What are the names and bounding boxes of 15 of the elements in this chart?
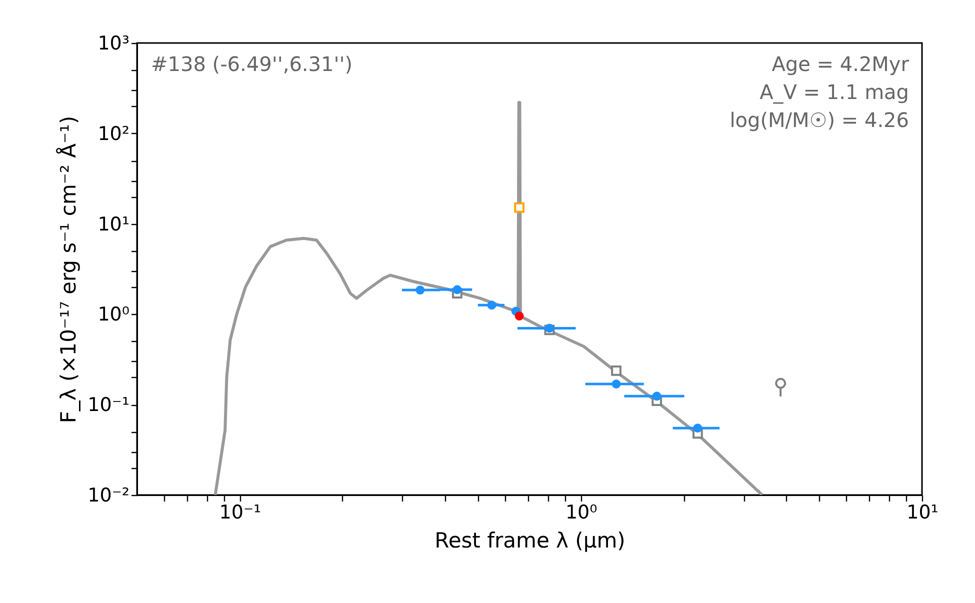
y-axis-title: F_λ (×10⁻¹⁷ erg s⁻¹ cm⁻² Å⁻¹) [56,116,81,424]
x-tick-label: 10¹ [906,502,938,524]
x-tick-label: 10⁻¹ [219,502,262,524]
y-tick-label: 10⁻¹ [88,394,130,416]
annotation: #138 (-6.49'',6.31'') [151,52,353,76]
y-tick-label: 10³ [98,32,130,54]
x-tick-label: 10⁰ [565,502,598,524]
x-axis-title: Rest frame λ (μm) [434,528,626,552]
y-tick-label: 10⁰ [98,304,130,326]
annotation: log(M/M☉) = 4.26 [730,108,909,132]
y-tick-label: 10² [98,122,130,145]
annotation: A_V = 1.1 mag [760,80,909,104]
annotation: Age = 4.2Myr [772,52,910,76]
y-tick-label: 10⁻² [88,484,130,506]
y-tick-label: 10¹ [98,213,130,236]
